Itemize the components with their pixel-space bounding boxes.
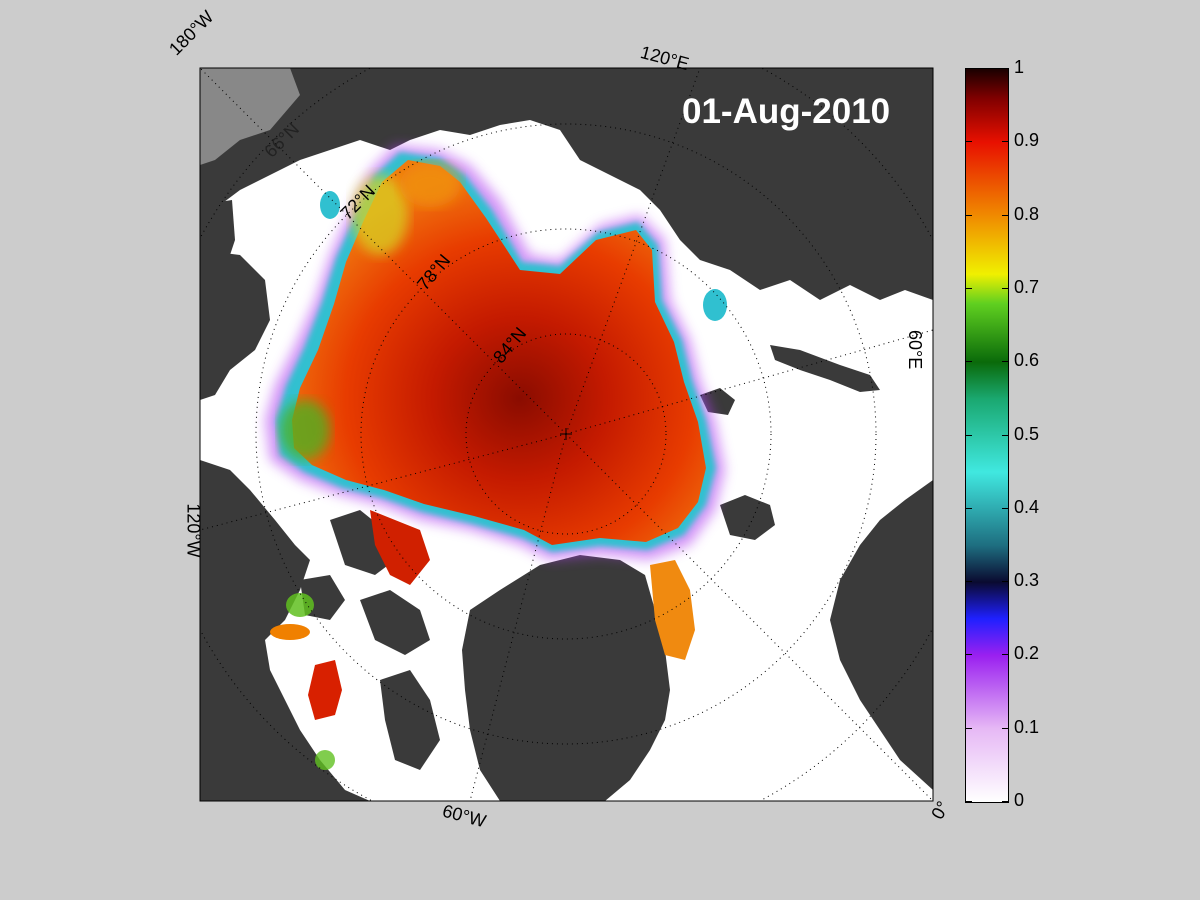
colorbar (965, 68, 1009, 803)
colorbar-tick-mark (1002, 654, 1008, 656)
ice-archipelago-4 (315, 750, 335, 770)
date-label: 01-Aug-2010 (682, 92, 891, 131)
colorbar-tick-label: 0 (1014, 790, 1025, 810)
colorbar-tick-mark (966, 287, 972, 289)
ice-archipelago-2 (286, 593, 314, 617)
colorbar-tick-mark (966, 68, 972, 69)
colorbar-tick-label: 0.7 (1014, 276, 1040, 297)
colorbar-tick-mark (1002, 141, 1008, 143)
colorbar-tick-mark (1002, 287, 1008, 289)
land-grey-patch (200, 68, 300, 165)
land-canada (200, 460, 370, 801)
lon-label-60e: 60°E (905, 330, 925, 370)
colorbar-tick-mark (966, 141, 972, 143)
colorbar-tick-mark (966, 801, 972, 802)
ice-east-greenland (650, 560, 695, 660)
colorbar-tick-label: 0.5 (1014, 423, 1040, 444)
colorbar-tick-label: 0.1 (1014, 716, 1040, 737)
colorbar-tick-label: 0.8 (1014, 203, 1040, 224)
land-baffin (380, 670, 440, 770)
land-scandinavia (830, 480, 933, 790)
ice-patch-yellow (352, 175, 408, 255)
colorbar-tick-label: 0.2 (1014, 643, 1040, 664)
ice-patch-orange (400, 163, 460, 207)
land-arctic-islands-2 (360, 590, 430, 655)
colorbar-tick-mark (1002, 801, 1008, 802)
colorbar-tick-mark (1002, 727, 1008, 729)
colorbar-tick-mark (1002, 434, 1008, 436)
colorbar-tick-mark (966, 434, 972, 436)
colorbar-tick-mark (966, 361, 972, 363)
colorbar-tick-mark (1002, 68, 1008, 69)
ice-archipelago-3 (270, 624, 310, 640)
graticule (200, 68, 933, 801)
colorbar-tick-mark (966, 214, 972, 216)
ice-pack (292, 160, 706, 545)
ice-patch-green (280, 400, 330, 460)
colorbar-tick-label: 0.3 (1014, 570, 1040, 591)
colorbar-tick-mark (966, 727, 972, 729)
colorbar-tick-mark (966, 581, 972, 583)
land-novaya-zemlya (770, 345, 880, 392)
ice-patch-barents (703, 289, 727, 321)
colorbar-tick-mark (1002, 507, 1008, 509)
colorbar-tick-label: 1 (1014, 57, 1025, 77)
colorbar-tick-mark (1002, 581, 1008, 583)
colorbar-tick-mark (1002, 361, 1008, 363)
land-siberia (200, 68, 933, 300)
colorbar-gradient (966, 69, 1008, 802)
colorbar-tick-label: 0.4 (1014, 496, 1040, 517)
ice-nares (370, 510, 430, 585)
colorbar-tick-label: 0.6 (1014, 350, 1040, 371)
colorbar-tick-mark (1002, 214, 1008, 216)
lon-label-120w: 120°W (183, 503, 204, 558)
map-frame (199, 67, 934, 802)
land-svalbard (720, 495, 775, 540)
ice-archipelago-1 (308, 660, 342, 720)
ice-patch-laptev (320, 191, 340, 219)
colorbar-tick-label: 0.9 (1014, 130, 1040, 151)
colorbar-tick-mark (966, 507, 972, 509)
land-alaska (200, 250, 270, 400)
land-greenland (462, 555, 670, 801)
pole-marker (560, 428, 572, 440)
colorbar-tick-mark (966, 654, 972, 656)
